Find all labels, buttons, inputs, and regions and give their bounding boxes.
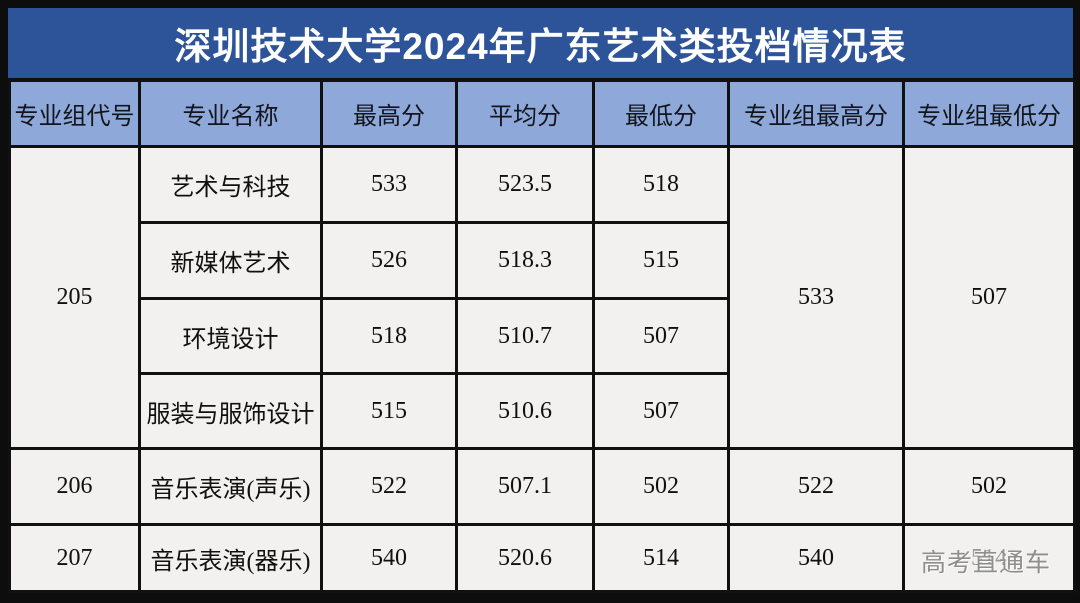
cell-max-score: 540 (320, 523, 458, 593)
table-row: 206 音乐表演(声乐) 522 507.1 502 522 502 (8, 447, 1076, 526)
table-row: 环境设计 518 510.7 507 (10, 297, 1075, 375)
cell-min-score: 515 (592, 221, 730, 300)
cell-group-max-206: 522 (727, 447, 905, 526)
header-group-min: 专业组最低分 (902, 79, 1076, 148)
table-row: 205 艺术与科技 533 523.5 518 533 507 (8, 145, 1076, 450)
header-avg-score: 平均分 (455, 79, 595, 148)
cell-min-score: 514 (592, 523, 730, 593)
cell-min-score: 502 (592, 447, 730, 526)
cell-avg-score: 507.1 (455, 447, 595, 526)
cell-min-score: 507 (592, 297, 730, 375)
cell-max-score: 533 (320, 145, 458, 224)
cell-group-max-205: 533 (727, 145, 905, 450)
cell-group-code-205: 205 (8, 145, 141, 450)
header-major-name: 专业名称 (138, 79, 323, 148)
cell-avg-score: 510.7 (455, 297, 595, 375)
cell-major-name: 音乐表演(器乐) (138, 523, 323, 593)
cell-major-name: 艺术与科技 (138, 145, 323, 224)
cell-group-max-207: 540 (727, 523, 905, 593)
header-min-score: 最低分 (592, 79, 730, 148)
cell-min-score: 507 (592, 372, 730, 450)
cell-major-name: 音乐表演(声乐) (138, 447, 323, 526)
cell-max-score: 522 (320, 447, 458, 526)
cell-group-code-207: 207 (8, 523, 141, 593)
cell-avg-score: 523.5 (455, 145, 595, 224)
cell-max-score: 526 (320, 221, 458, 300)
cell-major-name: 服装与服饰设计 (138, 372, 323, 450)
cell-major-name: 环境设计 (138, 297, 323, 375)
cell-max-score: 518 (320, 297, 458, 375)
cell-min-score: 518 (592, 145, 730, 224)
cell-group-min-205: 507 (902, 145, 1076, 450)
header-group-code: 专业组代号 (8, 79, 141, 148)
cell-avg-score: 520.6 (455, 523, 595, 593)
header-row: 专业组代号 专业名称 最高分 平均分 最低分 专业组最高分 专业组最低分 (8, 79, 1076, 148)
table-row: 服装与服饰设计 515 510.6 507 (10, 372, 1075, 450)
header-group-max: 专业组最高分 (727, 79, 905, 148)
cell-max-score: 515 (320, 372, 458, 450)
cell-major-name: 新媒体艺术 (138, 221, 323, 300)
cell-group-code-206: 206 (8, 447, 141, 526)
table-row: 207 音乐表演(器乐) 540 520.6 514 540 514 高考直通车 (8, 523, 1076, 593)
cell-group-min-207: 514 高考直通车 (902, 523, 1076, 593)
cell-group-min-206: 502 (902, 447, 1076, 526)
table-row: 新媒体艺术 526 518.3 515 (10, 221, 1075, 300)
cell-avg-score: 510.6 (455, 372, 595, 450)
admission-score-table: 专业组代号 专业名称 最高分 平均分 最低分 专业组最高分 专业组最低分 205… (8, 79, 1076, 593)
obscured-group-min-value: 514 (971, 544, 1007, 571)
table-title: 深圳技术大学2024年广东艺术类投档情况表 (8, 8, 1073, 78)
header-max-score: 最高分 (320, 79, 458, 148)
cell-avg-score: 518.3 (455, 221, 595, 300)
